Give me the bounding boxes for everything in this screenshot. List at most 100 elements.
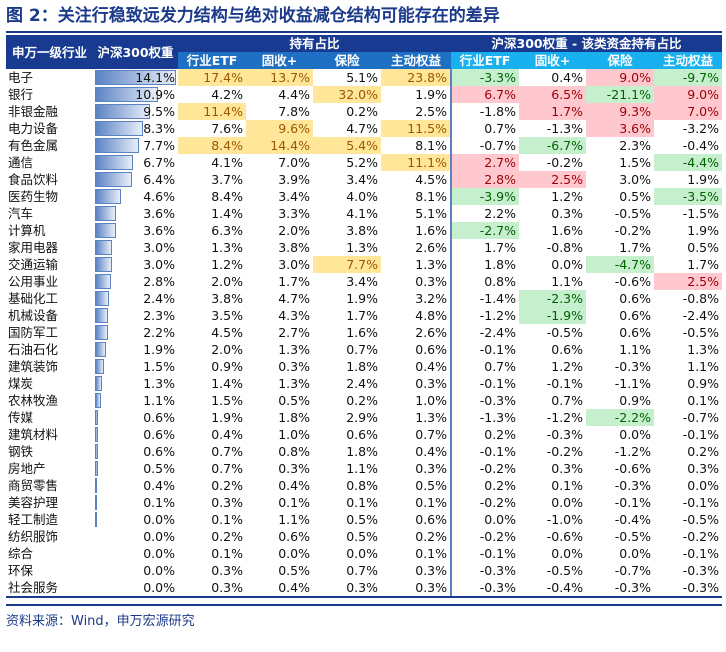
diff-fixed-plus-cell: 0.0% [551, 495, 584, 510]
hold-fixed-plus-cell: 3.9% [278, 172, 310, 187]
diff-fixed-plus-cell: 1.6% [551, 223, 584, 238]
hold-insurance-cell: 0.7% [346, 563, 378, 578]
diff-active-cell: 0.9% [687, 376, 720, 391]
diff-insurance-cell: -0.7% [614, 563, 652, 578]
hold-etf-cell: 4.1% [211, 155, 243, 170]
weight-data-bar [95, 223, 116, 238]
weight-cell: 0.5% [93, 460, 178, 477]
weight-data-bar [95, 444, 99, 459]
hold-insurance-cell: 4.1% [346, 206, 378, 221]
table-row: 电力设备 8.3% 7.6% 9.6% 4.7% 11.5% 0.7% -1.3% 3.6% -3… [6, 120, 722, 137]
hold-insurance-cell: 0.0% [346, 546, 378, 561]
hold-etf-cell: 7.6% [211, 121, 243, 136]
diff-etf-cell: 1.8% [450, 256, 520, 273]
hold-etf-cell: 0.2% [211, 529, 243, 544]
diff-active-cell: -0.5% [682, 512, 720, 527]
hold-insurance-cell: 2.4% [346, 376, 378, 391]
diff-active-cell: 0.3% [687, 461, 720, 476]
hold-fixed-plus-cell: 2.7% [278, 325, 310, 340]
header-diff-insurance: 保险 [586, 52, 655, 69]
industry-name: 环保 [8, 563, 34, 578]
hold-insurance-cell: 3.4% [346, 172, 378, 187]
hold-etf-cell: 1.9% [211, 410, 243, 425]
diff-fixed-plus-cell: -0.2% [546, 444, 584, 459]
weight-cell: 2.2% [93, 324, 178, 341]
weight-cell: 0.6% [93, 443, 178, 460]
hold-etf-cell: 0.1% [211, 512, 243, 527]
diff-insurance-cell: 3.0% [619, 172, 652, 187]
header-hold-fixed-plus: 固收+ [246, 52, 313, 69]
hold-etf-cell: 3.7% [211, 172, 243, 187]
industry-name: 石油石化 [8, 342, 59, 357]
table-row: 有色金属 7.7% 8.4% 14.4% 5.4% 8.1% -0.7% -6.7% 2.3% -… [6, 137, 722, 154]
table-row: 食品饮料 6.4% 3.7% 3.9% 3.4% 4.5% 2.8% 2.5% 3.0% 1.9% [6, 171, 722, 188]
weight-cell: 0.0% [93, 579, 178, 598]
hold-fixed-plus-cell: 1.3% [278, 376, 310, 391]
weight-data-bar [95, 70, 176, 85]
weight-value: 0.4% [143, 478, 175, 493]
diff-insurance-cell: -0.3% [614, 359, 652, 374]
weight-cell: 9.5% [93, 103, 178, 120]
weight-cell: 0.0% [93, 511, 178, 528]
hold-insurance-cell: 1.6% [346, 325, 378, 340]
hold-fixed-plus-cell: 3.3% [278, 206, 310, 221]
diff-active-cell: 1.9% [687, 172, 720, 187]
header-diff-etf: 行业ETF [451, 52, 520, 69]
diff-active-cell: -0.1% [682, 495, 720, 510]
diff-insurance-cell: -0.6% [614, 274, 652, 289]
table-row: 建筑装饰 1.5% 0.9% 0.3% 1.8% 0.4% 0.7% 1.2% -0.3% 1.1… [6, 358, 722, 375]
weight-value: 0.0% [143, 529, 175, 544]
table-row: 建筑材料 0.6% 0.4% 1.0% 0.6% 0.7% 0.2% -0.3% 0.0% -0.… [6, 426, 722, 443]
hold-etf-cell: 0.3% [178, 579, 246, 598]
diff-etf-cell: -0.3% [450, 579, 520, 598]
hold-etf-cell: 17.4% [178, 69, 246, 86]
hold-active-cell: 1.3% [415, 410, 448, 425]
weight-value: 4.6% [143, 189, 175, 204]
industry-name: 商贸零售 [8, 478, 59, 493]
diff-etf-cell: -0.1% [450, 341, 520, 358]
diff-insurance-cell: -2.2% [586, 409, 655, 426]
diff-fixed-plus-cell: 1.1% [551, 274, 584, 289]
diff-fixed-plus-cell: 0.4% [551, 70, 584, 85]
hold-fixed-plus-cell: 13.7% [246, 69, 313, 86]
table-row: 机械设备 2.3% 3.5% 4.3% 1.7% 4.8% -1.2% -1.9% 0.6% -2… [6, 307, 722, 324]
title-divider [6, 31, 722, 33]
table-row: 传媒 0.6% 1.9% 1.8% 2.9% 1.3% -1.3% -1.2% -2.2% -0.… [6, 409, 722, 426]
diff-active-cell: -0.1% [682, 427, 720, 442]
hold-insurance-cell: 2.9% [346, 410, 378, 425]
weight-value: 0.6% [143, 410, 175, 425]
weight-data-bar [95, 291, 109, 306]
hold-insurance-cell: 4.0% [346, 189, 378, 204]
diff-insurance-cell: -1.2% [614, 444, 652, 459]
weight-data-bar [95, 512, 97, 527]
diff-fixed-plus-cell: -1.3% [546, 121, 584, 136]
diff-insurance-cell: -0.1% [614, 495, 652, 510]
diff-fixed-plus-cell: 0.1% [551, 478, 584, 493]
diff-insurance-cell: 9.0% [586, 69, 655, 86]
weight-value: 3.0% [143, 257, 175, 272]
hold-fixed-plus-cell: 14.4% [246, 137, 313, 154]
hold-fixed-plus-cell: 2.0% [278, 223, 310, 238]
hold-active-cell: 0.1% [415, 546, 448, 561]
hold-etf-cell: 0.3% [211, 563, 243, 578]
weight-cell: 3.6% [93, 222, 178, 239]
hold-etf-cell: 4.5% [211, 325, 243, 340]
diff-insurance-cell: -0.4% [614, 512, 652, 527]
diff-fixed-plus-cell: 0.3% [551, 206, 584, 221]
bottom-divider [6, 604, 722, 606]
table-row: 计算机 3.6% 6.3% 2.0% 3.8% 1.6% -2.7% 1.6% -0.2% 1.9… [6, 222, 722, 239]
weight-value: 3.0% [143, 240, 175, 255]
industry-name: 有色金属 [8, 138, 59, 153]
industry-name: 电子 [8, 70, 34, 85]
diff-insurance-cell: 3.6% [586, 120, 655, 137]
hold-fixed-plus-cell: 3.4% [278, 189, 310, 204]
diff-insurance-cell: 0.0% [619, 546, 652, 561]
hold-active-cell: 1.6% [415, 223, 448, 238]
hold-insurance-cell: 1.7% [346, 308, 378, 323]
weight-value: 0.0% [143, 512, 175, 527]
industry-name: 煤炭 [8, 376, 34, 391]
figure-title: 图 2：关注行稳致远发力结构与绝对收益减仓结构可能存在的差异 [6, 6, 500, 26]
diff-etf-cell: 2.2% [450, 205, 520, 222]
hold-insurance-cell: 0.6% [346, 427, 378, 442]
table-row: 国防军工 2.2% 4.5% 2.7% 1.6% 2.6% -2.4% -0.5% 0.6% -0… [6, 324, 722, 341]
